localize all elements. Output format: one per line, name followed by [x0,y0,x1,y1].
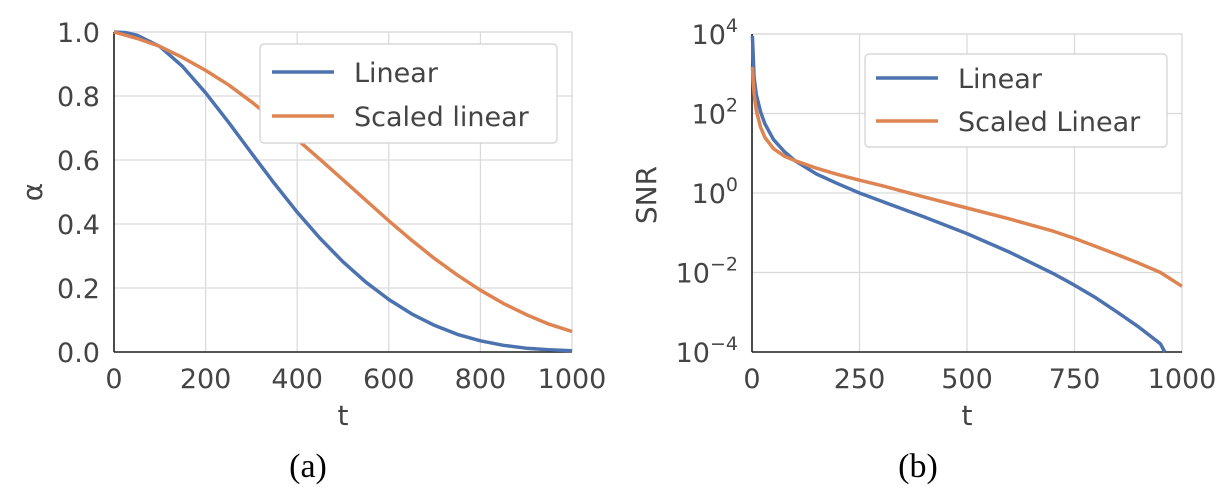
chart-a-x-tick-label: 800 [455,364,507,395]
chart-a-series-line-scaled-linear [113,30,573,334]
chart-a-y-ticks: 0.0 0.2 0.4 0.6 0.8 1.0 [57,18,100,369]
chart-b-y-label: SNR [630,166,663,224]
chart-b-legend-label-linear: Linear [958,64,1043,95]
chart-a-y-tick-label: 0.0 [57,338,100,369]
chart-a-y-tick-label: 0.4 [57,210,100,241]
chart-b-y-tick-label: 100 [692,174,738,210]
chart-b-x-tick-label: 0 [743,364,760,395]
chart-b-x-tick-label: 500 [941,364,993,395]
chart-a-y-tick-label: 0.8 [57,82,100,113]
chart-b-y-tick-label: 102 [692,95,738,131]
chart-a-x-tick-label: 400 [271,364,323,395]
chart-a-x-label: t [338,399,349,432]
chart-a-x-tick-label: 1000 [538,364,607,395]
chart-b-legend-box [864,53,1168,148]
chart-b: 0 250 500 750 1000 10−4 10−2 100 102 104 t SNR L… [630,15,1216,485]
chart-a-legend-box [259,43,558,144]
chart-a-x-tick-label: 200 [180,364,232,395]
chart-a-series [113,30,573,353]
chart-b-caption: (b) [898,448,938,485]
chart-a-y-label: α [16,183,49,201]
chart-a-x-tick-label: 600 [363,364,415,395]
chart-b-y-tick-label: 104 [692,15,738,51]
chart-a-x-tick-label: 0 [105,364,122,395]
chart-a-legend-label-linear: Linear [354,58,439,89]
chart-b-x-label: t [962,399,973,432]
chart-b-series-line-linear [750,35,1167,353]
chart-b-legend-label-scaled: Scaled Linear [958,107,1141,138]
chart-b-series [750,35,1183,353]
chart-a-y-tick-label: 1.0 [57,18,100,49]
chart-b-x-tick-label: 1000 [1148,364,1217,395]
chart-a-x-ticks: 0 200 400 600 800 1000 [105,364,606,395]
chart-b-x-ticks: 0 250 500 750 1000 [743,364,1216,395]
chart-a-caption: (a) [289,448,327,485]
chart-a-y-tick-label: 0.6 [57,146,100,177]
chart-b-y-tick-label: 10−2 [676,254,738,290]
chart-a: 0 200 400 600 800 1000 0.0 0.2 0.4 0.6 0.8 1.0 t α… [16,18,606,485]
chart-b-series-line-scaled-linear [750,66,1183,288]
chart-b-y-ticks: 10−4 10−2 100 102 104 [676,15,738,369]
chart-b-y-tick-label: 10−4 [676,333,738,369]
chart-b-x-tick-label: 250 [834,364,886,395]
chart-a-legend-label-scaled: Scaled linear [354,102,530,133]
chart-b-x-tick-label: 750 [1049,364,1101,395]
chart-b-legend: Linear Scaled Linear [864,53,1168,148]
chart-a-y-tick-label: 0.2 [57,274,100,305]
chart-a-legend: Linear Scaled linear [259,43,558,144]
chart-a-series-line-linear [113,30,573,353]
